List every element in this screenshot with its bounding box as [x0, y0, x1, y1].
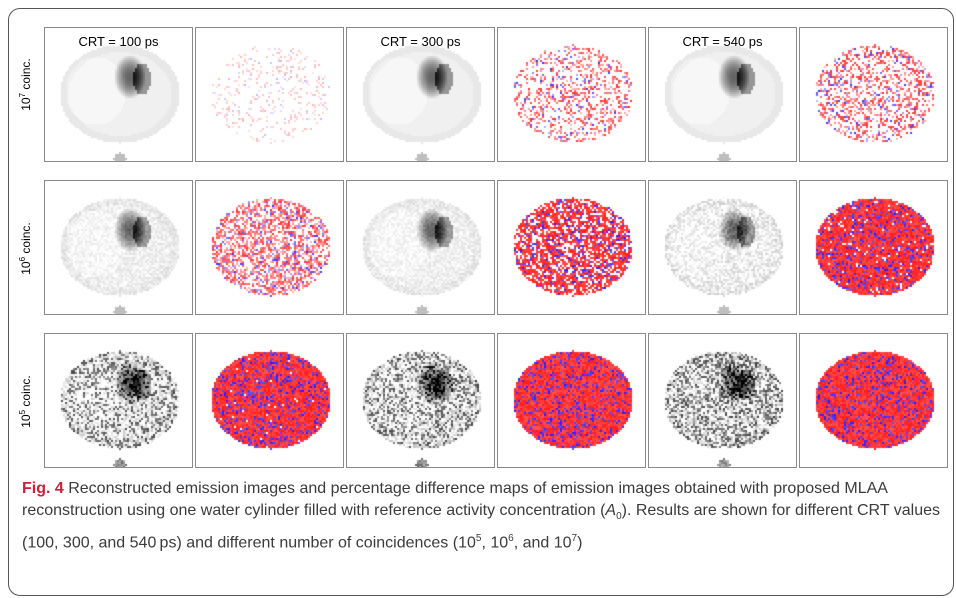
emission-image-crt540-1e7: CRT = 540 ps: [648, 27, 797, 162]
emission-image-crt100-1e6: [44, 180, 193, 315]
emission-image-crt540-1e5: [648, 333, 797, 468]
difference-map-crt540-1e6: [799, 180, 948, 315]
emission-image-crt300-1e5: [346, 333, 495, 468]
difference-map-crt100-1e7: [195, 27, 344, 162]
difference-map-crt300-1e5: [497, 333, 646, 468]
caption-text-1: Reconstructed emission images and percen…: [22, 480, 888, 519]
emission-image-crt100-1e7: CRT = 100 ps: [44, 27, 193, 162]
crt-label-540: CRT = 540 ps: [682, 34, 763, 49]
caption-activity-subscript: 0: [616, 511, 622, 523]
emission-image-crt540-1e6: [648, 180, 797, 315]
caption-text-2: ). Results are shown for different CRT v…: [22, 502, 940, 552]
difference-map-crt100-1e5: [195, 333, 344, 468]
figure-number: Fig. 4: [22, 480, 64, 497]
row-label-1e5: 105 coinc.: [18, 375, 33, 428]
difference-map-crt300-1e7: [497, 27, 646, 162]
row-label-1e7: 107 coinc.: [18, 58, 33, 111]
caption-exp-7: 7: [571, 533, 578, 545]
caption-text-5: ): [577, 534, 583, 552]
emission-image-crt100-1e5: [44, 333, 193, 468]
crt-label-300: CRT = 300 ps: [380, 34, 461, 49]
crt-label-100: CRT = 100 ps: [78, 34, 159, 49]
caption-activity-symbol: A: [605, 502, 617, 519]
caption-text-4: , and 10: [513, 534, 572, 552]
difference-map-crt300-1e6: [497, 180, 646, 315]
caption-text-3: , 10: [481, 534, 509, 552]
caption-exp-6: 6: [508, 533, 514, 545]
emission-image-crt300-1e6: [346, 180, 495, 315]
emission-image-crt300-1e7: CRT = 300 ps: [346, 27, 495, 162]
caption-exp-5: 5: [475, 533, 482, 545]
row-label-1e6: 106 coinc.: [18, 222, 33, 275]
figure-caption: Fig. 4 Reconstructed emission images and…: [22, 478, 940, 555]
difference-map-crt100-1e6: [195, 180, 344, 315]
difference-map-crt540-1e5: [799, 333, 948, 468]
difference-map-crt540-1e7: [799, 27, 948, 162]
